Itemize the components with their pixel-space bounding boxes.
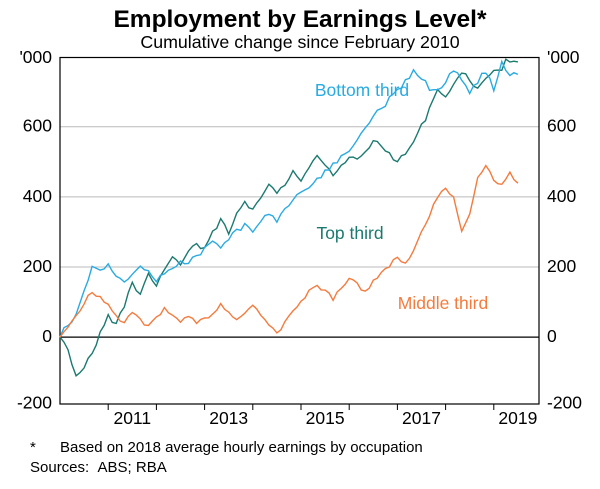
svg-text:200: 200: [547, 256, 576, 276]
svg-text:200: 200: [23, 256, 52, 276]
svg-text:0: 0: [547, 326, 557, 346]
svg-text:2019: 2019: [498, 408, 537, 428]
svg-text:2015: 2015: [306, 408, 345, 428]
svg-text:Top third: Top third: [316, 223, 383, 243]
svg-text:0: 0: [42, 326, 52, 346]
svg-text:Bottom third: Bottom third: [315, 80, 409, 100]
svg-text:2017: 2017: [402, 408, 441, 428]
svg-text:'000: '000: [19, 47, 52, 67]
svg-text:Middle third: Middle third: [398, 293, 488, 313]
svg-text:600: 600: [547, 116, 576, 136]
svg-text:400: 400: [23, 186, 52, 206]
svg-text:2013: 2013: [209, 408, 248, 428]
svg-text:2011: 2011: [113, 408, 151, 428]
svg-text:-200: -200: [17, 393, 52, 413]
svg-text:600: 600: [23, 116, 52, 136]
svg-text:400: 400: [547, 186, 576, 206]
svg-text:'000: '000: [547, 47, 580, 67]
svg-text:-200: -200: [547, 393, 582, 413]
